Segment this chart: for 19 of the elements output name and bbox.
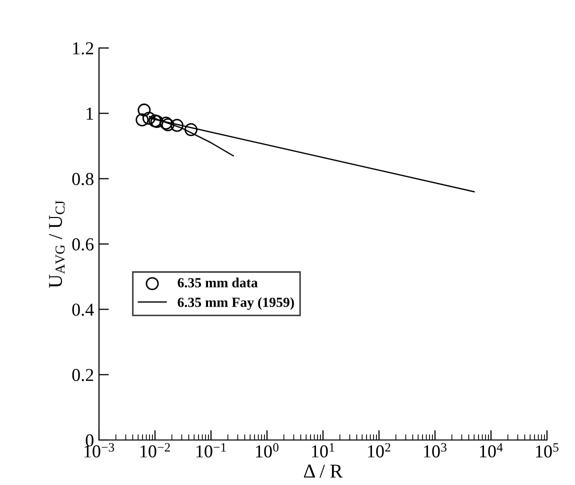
x-tick-label: 10$^{4}$ [480,443,503,458]
y-tick-label: 1 [86,108,94,120]
y-axis-title: U$_{AVG}$ / U$_{CJ}$ [49,200,65,288]
y-tick-label: 1.2 [73,42,94,55]
y-tick-label: 0.4 [72,304,94,316]
x-tick-label: 10$^{2}$ [368,443,390,458]
x-tick-label: 10$^{0}$ [256,443,278,458]
x-tick-label: 10$^{5}$ [536,443,558,458]
y-tick-label: 0.8 [72,172,94,186]
legend-label: 6.35 mm data [178,278,258,288]
y-tick-label: 0.6 [72,238,94,251]
x-tick-label: 10$^{−1}$ [196,443,226,458]
x-axis-title: Δ / R [304,464,343,478]
x-tick-label: 10$^{1}$ [312,443,334,458]
y-tick-label: 0.2 [72,368,94,382]
x-tick-label: 10$^{−2}$ [140,443,170,458]
x-tick-label: 10$^{3}$ [424,443,446,458]
y-tick-label: 0 [86,434,94,446]
legend-label: 6.35 mm Fay (1959) [178,297,294,310]
